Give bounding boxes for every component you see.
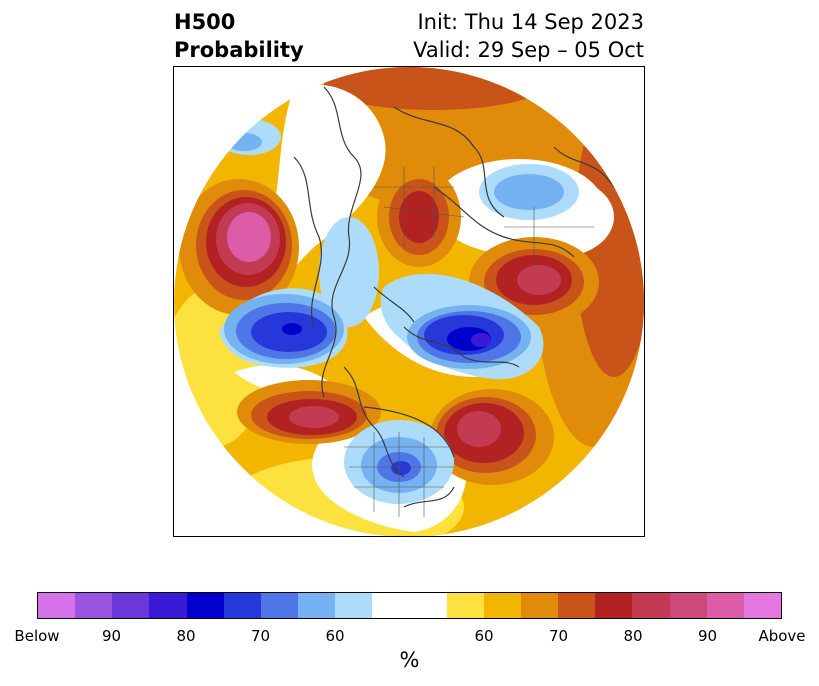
above-pacific-85: [457, 411, 501, 447]
title-line-variable: H500: [174, 10, 236, 34]
below-eastasia-70: [494, 174, 564, 210]
colorbar-segment: [298, 593, 336, 618]
map-title: H500 Probability: [174, 8, 304, 64]
init-date: Init: Thu 14 Sep 2023: [417, 10, 644, 34]
below-scandinavia-60: [319, 217, 379, 327]
colorbar-tick-label: 60: [325, 627, 345, 645]
colorbar-segment: [595, 593, 633, 618]
colorbar-segment: [149, 593, 187, 618]
colorbar-tick-label: 70: [548, 627, 569, 645]
below-us-75: [391, 461, 411, 475]
above-greenland-85: [289, 406, 339, 428]
colorbar-unit-label: %: [399, 648, 420, 672]
colorbar-segment: [521, 593, 559, 618]
below-nw-70: [226, 133, 262, 151]
colorbar-segment: [186, 593, 224, 618]
colorbar-tick-label: 70: [250, 627, 271, 645]
colorbar-ticks: Below 90 80 70 60 60 70 80 90 Above: [14, 626, 805, 646]
colorbar-segment: [335, 593, 373, 618]
below-bering-85: [282, 323, 302, 335]
colorbar-tick-label: 80: [623, 627, 643, 645]
colorbar-tick-label: 80: [176, 627, 196, 645]
colorbar-segment: [632, 593, 670, 618]
colorbar-segment: [260, 593, 299, 618]
colorbar-segment: [38, 593, 76, 618]
colorbar-segment: [223, 593, 261, 618]
political-borders: [344, 167, 594, 517]
above-russia-80: [399, 191, 439, 243]
polar-map: [174, 67, 644, 536]
coastlines: [293, 86, 615, 508]
colorbar: [37, 592, 782, 619]
title-line-type: Probability: [174, 38, 304, 62]
colorbar-tick-label: 90: [697, 627, 718, 645]
colorbar-tick-label: Above: [758, 627, 806, 645]
map-panel: [173, 66, 645, 537]
colorbar-segment: [743, 593, 782, 618]
above-alaska-90: [227, 212, 271, 262]
colorbar-tick-label: 90: [101, 627, 122, 645]
colorbar-tick-label: 60: [474, 627, 494, 645]
colorbar-segment: [558, 593, 596, 618]
below-arctic-90: [471, 333, 491, 347]
colorbar-segment: [112, 593, 150, 618]
above-siberia-85: [517, 265, 561, 295]
colorbar-segment: [372, 593, 447, 618]
colorbar-segment: [75, 593, 113, 618]
valid-range: Valid: 29 Sep – 05 Oct: [413, 38, 644, 62]
colorbar-segment: [669, 593, 707, 618]
date-info: Init: Thu 14 Sep 2023 Valid: 29 Sep – 05…: [413, 8, 644, 64]
colorbar-tick-label: Below: [14, 627, 60, 645]
colorbar-segment: [706, 593, 744, 618]
colorbar-segment: [483, 593, 522, 618]
colorbar-segment: [446, 593, 484, 618]
